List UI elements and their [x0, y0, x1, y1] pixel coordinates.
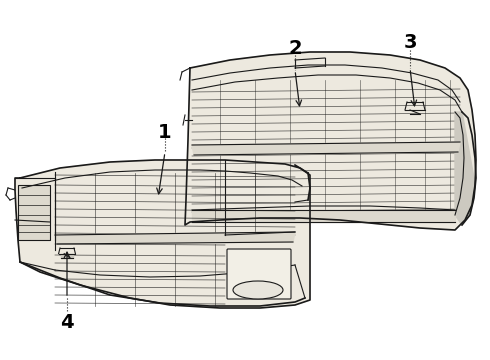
Polygon shape — [192, 142, 460, 155]
Polygon shape — [455, 112, 474, 225]
Ellipse shape — [233, 281, 283, 299]
Polygon shape — [185, 52, 476, 230]
Polygon shape — [55, 232, 295, 244]
Text: 4: 4 — [60, 312, 74, 332]
Polygon shape — [192, 210, 455, 222]
Text: 2: 2 — [288, 39, 302, 58]
Bar — [18, 185, 50, 240]
Polygon shape — [15, 160, 310, 308]
FancyBboxPatch shape — [227, 249, 291, 299]
Polygon shape — [61, 253, 73, 258]
Text: 1: 1 — [158, 122, 172, 141]
Text: 3: 3 — [403, 32, 417, 51]
